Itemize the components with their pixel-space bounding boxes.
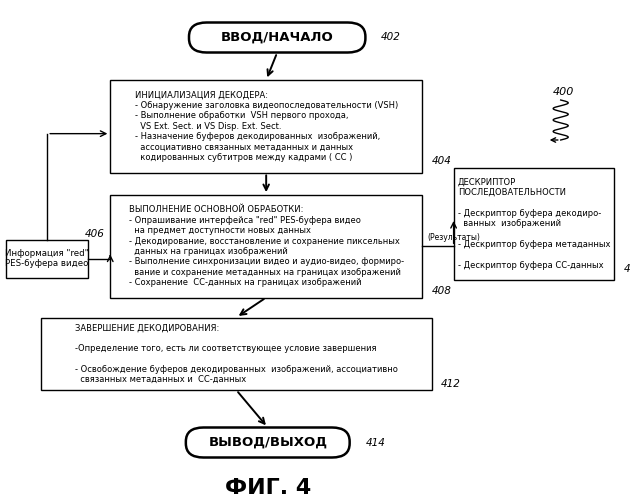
Text: 408: 408 [432, 286, 452, 296]
Text: 414: 414 [365, 438, 386, 448]
Text: 410: 410 [624, 264, 630, 274]
Text: ВВОД/НАЧАЛО: ВВОД/НАЧАЛО [221, 31, 333, 44]
Text: 402: 402 [381, 32, 401, 42]
Text: Информация "red"
PES-буфера видео: Информация "red" PES-буфера видео [6, 249, 89, 268]
Text: ВЫВОД/ВЫХОД: ВЫВОД/ВЫХОД [209, 436, 327, 449]
Text: 412: 412 [441, 379, 461, 389]
Text: 404: 404 [432, 156, 452, 166]
Text: 406: 406 [85, 229, 105, 239]
FancyBboxPatch shape [186, 428, 350, 458]
Text: ДЕСКРИПТОР
ПОСЛЕДОВАТЕЛЬНОСТИ

- Дескриптор буфера декодиро-
  ванных  изображен: ДЕСКРИПТОР ПОСЛЕДОВАТЕЛЬНОСТИ - Дескрипт… [457, 178, 610, 270]
Text: ФИГ. 4: ФИГ. 4 [225, 478, 311, 498]
FancyBboxPatch shape [6, 240, 88, 278]
Text: 400: 400 [553, 88, 575, 98]
FancyBboxPatch shape [110, 195, 422, 298]
FancyBboxPatch shape [110, 80, 422, 172]
FancyBboxPatch shape [41, 318, 432, 390]
FancyBboxPatch shape [189, 22, 365, 52]
Text: (Результаты): (Результаты) [427, 233, 480, 242]
Text: ЗАВЕРШЕНИЕ ДЕКОДИРОВАНИЯ:

-Определение того, есть ли соответствующее условие за: ЗАВЕРШЕНИЕ ДЕКОДИРОВАНИЯ: -Определение т… [75, 324, 398, 384]
Text: ИНИЦИАЛИЗАЦИЯ ДЕКОДЕРА:
- Обнаружение заголовка видеопоследовательности (VSH)
- : ИНИЦИАЛИЗАЦИЯ ДЕКОДЕРА: - Обнаружение за… [135, 90, 398, 162]
Text: ВЫПОЛНЕНИЕ ОСНОВНОЙ ОБРАБОТКИ:
- Опрашивание интерфейса "red" PES-буфера видео
 : ВЫПОЛНЕНИЕ ОСНОВНОЙ ОБРАБОТКИ: - Опрашив… [129, 206, 404, 287]
FancyBboxPatch shape [454, 168, 614, 280]
